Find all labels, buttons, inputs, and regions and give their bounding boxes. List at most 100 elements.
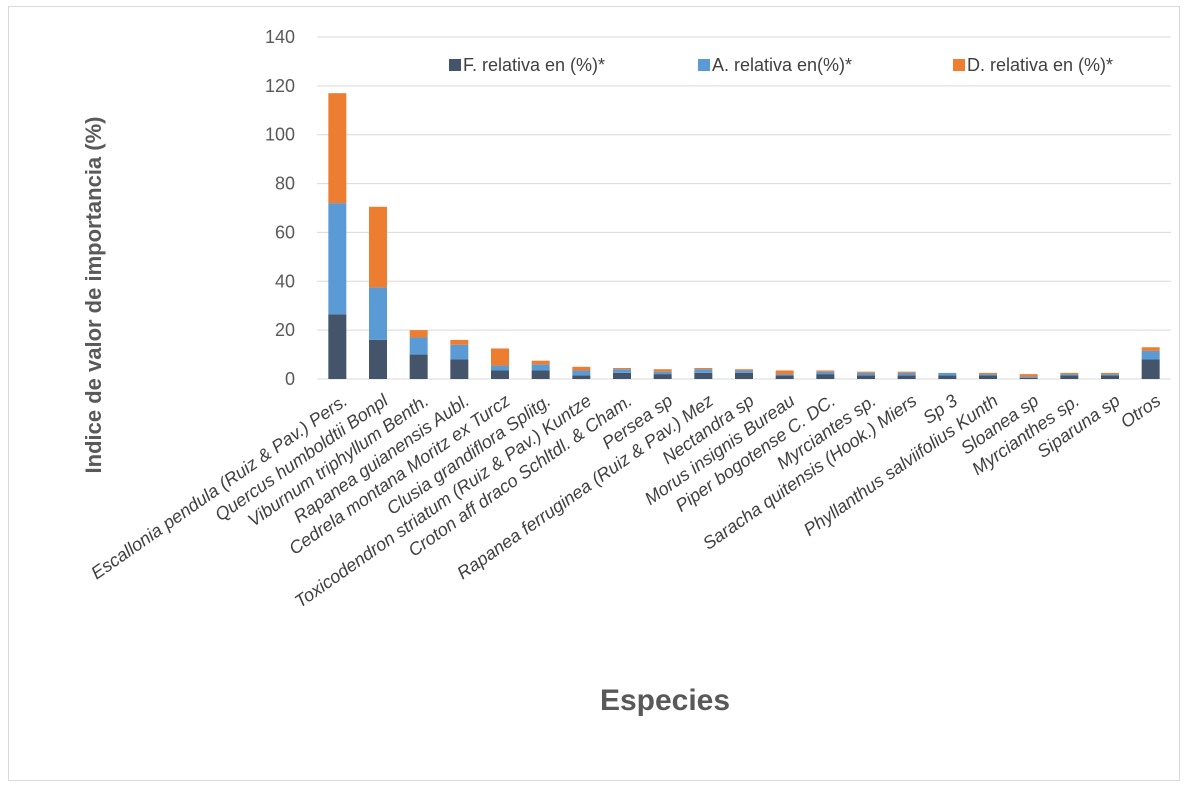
bar-stack [816, 370, 835, 379]
bar-stack [1141, 347, 1160, 379]
x-axis-categories: Escallonia pendula (Ruiz & Pav.) Pers.Qu… [87, 390, 1164, 612]
bar-segment [328, 203, 347, 315]
bar-segment [491, 348, 509, 366]
bar-segment [979, 372, 997, 375]
bar-stack [409, 330, 428, 379]
bar-stack [897, 371, 916, 379]
bar-segment [816, 371, 835, 375]
bar-segment [694, 369, 713, 373]
bar-segment [369, 339, 387, 379]
bar-stack [450, 339, 469, 379]
bar-segment [857, 372, 875, 376]
bar-segment [1060, 375, 1079, 379]
y-tick-label: 100 [265, 125, 295, 145]
bar-stack [491, 348, 509, 379]
bar-stack [1101, 372, 1119, 379]
gridlines [317, 36, 1171, 380]
bar-segment [572, 366, 591, 371]
legend-swatch [953, 59, 965, 71]
bar-segment [735, 369, 753, 371]
bar-stack [979, 372, 997, 379]
chart-frame: 0 20 40 60 80 100 120 140 Escallonia pendula (R… [8, 6, 1180, 781]
bar-stack [531, 360, 550, 379]
bar-segment [938, 375, 957, 379]
bar-segment [979, 375, 997, 379]
y-axis-ticks: 0 20 40 60 80 100 120 140 [265, 27, 295, 389]
x-axis-title: Especies [600, 684, 730, 717]
bars [328, 93, 1160, 379]
legend-item: A. relativa en(%)* [698, 55, 852, 75]
bar-segment [897, 372, 916, 376]
bar-segment [979, 374, 997, 376]
y-tick-label: 60 [275, 222, 295, 242]
legend-swatch [449, 59, 461, 71]
bar-stack [1060, 372, 1079, 379]
bar-segment [531, 364, 550, 371]
bar-segment [653, 371, 672, 375]
bar-segment [1141, 347, 1160, 351]
bar-segment [572, 375, 591, 379]
bar-stack [653, 369, 672, 379]
bar-stack [694, 368, 713, 379]
bar-segment [328, 93, 347, 204]
bar-segment [1101, 375, 1119, 379]
bar-segment [653, 374, 672, 379]
bar-stack [857, 371, 875, 379]
bar-segment [409, 337, 428, 355]
bar-segment [409, 330, 428, 338]
bar-segment [1060, 374, 1079, 376]
bar-segment [1060, 372, 1079, 375]
bar-segment [1019, 377, 1038, 379]
bar-segment [775, 375, 794, 379]
bar-segment [1141, 350, 1160, 360]
legend-item: F. relativa en (%)* [449, 55, 605, 75]
bar-segment [450, 344, 469, 360]
bar-segment [897, 371, 916, 373]
bar-segment [613, 369, 631, 373]
bar-segment [1101, 372, 1119, 375]
bar-segment [613, 372, 631, 379]
bar-stack [613, 368, 631, 379]
bar-stack [369, 206, 387, 379]
bar-stack [328, 93, 347, 379]
y-tick-label: 120 [265, 76, 295, 96]
bar-segment [816, 374, 835, 379]
bar-segment [897, 375, 916, 379]
bar-segment [735, 370, 753, 373]
bar-segment [328, 314, 347, 379]
bar-segment [775, 370, 794, 375]
bar-stack [735, 369, 753, 379]
bar-segment [694, 372, 713, 379]
y-tick-label: 80 [275, 174, 295, 194]
legend-label: A. relativa en(%)* [712, 55, 852, 75]
bar-segment [613, 368, 631, 370]
bar-segment [1101, 374, 1119, 376]
bar-segment [369, 206, 387, 288]
bar-segment [491, 370, 509, 379]
bar-segment [572, 370, 591, 376]
bar-segment [531, 360, 550, 365]
bar-segment [491, 365, 509, 371]
bar-segment [450, 339, 469, 345]
legend-swatch [698, 59, 710, 71]
bar-stack [775, 370, 794, 379]
bar-segment [1141, 359, 1160, 379]
stacked-bar-chart: 0 20 40 60 80 100 120 140 Escallonia pendula (R… [81, 27, 1171, 717]
bar-segment [816, 370, 835, 372]
bar-segment [857, 375, 875, 379]
bar-stack [1019, 374, 1038, 379]
bar-stack [572, 366, 591, 379]
bar-segment [369, 287, 387, 340]
bar-stack [938, 372, 957, 379]
legend-item: D. relativa en (%)* [953, 55, 1113, 75]
bar-segment [1019, 374, 1038, 377]
bar-segment [653, 369, 672, 372]
x-category-label: Otros [1117, 390, 1165, 432]
bar-segment [1019, 376, 1038, 378]
legend: F. relativa en (%)* A. relativa en(%)* D. … [449, 55, 1113, 75]
bar-segment [735, 372, 753, 379]
legend-label: F. relativa en (%)* [463, 55, 605, 75]
bar-segment [531, 370, 550, 379]
y-axis-title: Indice de valor de importancia (%) [81, 117, 106, 474]
bar-segment [938, 372, 957, 376]
